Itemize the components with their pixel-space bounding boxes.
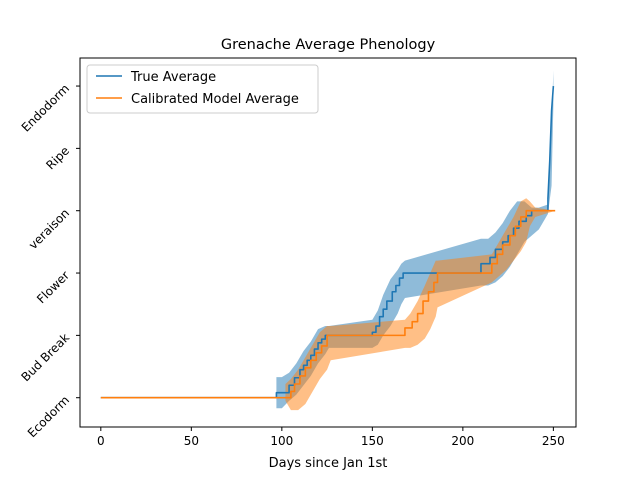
axes-frame <box>79 57 577 428</box>
x-tick-label: 0 <box>97 434 105 448</box>
x-tick-label: 150 <box>361 434 384 448</box>
chart-title: Grenache Average Phenology <box>221 37 436 53</box>
legend-box <box>86 64 319 114</box>
x-tick-label: 100 <box>270 434 293 448</box>
legend-label-calibrated-model-average: Calibrated Model Average <box>131 92 299 107</box>
y-tick-label: Flower <box>34 268 72 306</box>
legend-label-true-average: True Average <box>130 70 216 85</box>
y-tick-label: Endodorm <box>19 81 72 134</box>
band-true-average <box>276 70 554 409</box>
line-true-average <box>100 85 555 399</box>
x-tick-label: 50 <box>184 434 199 448</box>
series-lines <box>100 85 556 399</box>
x-tick-label: 250 <box>542 434 565 448</box>
uncertainty-bands <box>276 70 556 411</box>
x-axis-label: Days since Jan 1st <box>269 456 388 471</box>
y-tick-label: Ecodorm <box>25 393 72 440</box>
x-axis-ticks: 0 50 100 150 200 250 <box>97 427 565 448</box>
line-calibrated-model-average <box>100 209 556 399</box>
band-calibrated-model-average <box>285 198 556 411</box>
y-tick-label: Bud Break <box>18 331 72 385</box>
y-tick-label: Ripe <box>43 144 72 173</box>
legend: True Average Calibrated Model Average <box>86 64 319 114</box>
y-tick-label: veraison <box>26 206 72 252</box>
x-tick-label: 200 <box>451 434 474 448</box>
y-axis-ticks: Ecodorm Bud Break Flower veraison Ripe Endodo… <box>18 81 80 440</box>
